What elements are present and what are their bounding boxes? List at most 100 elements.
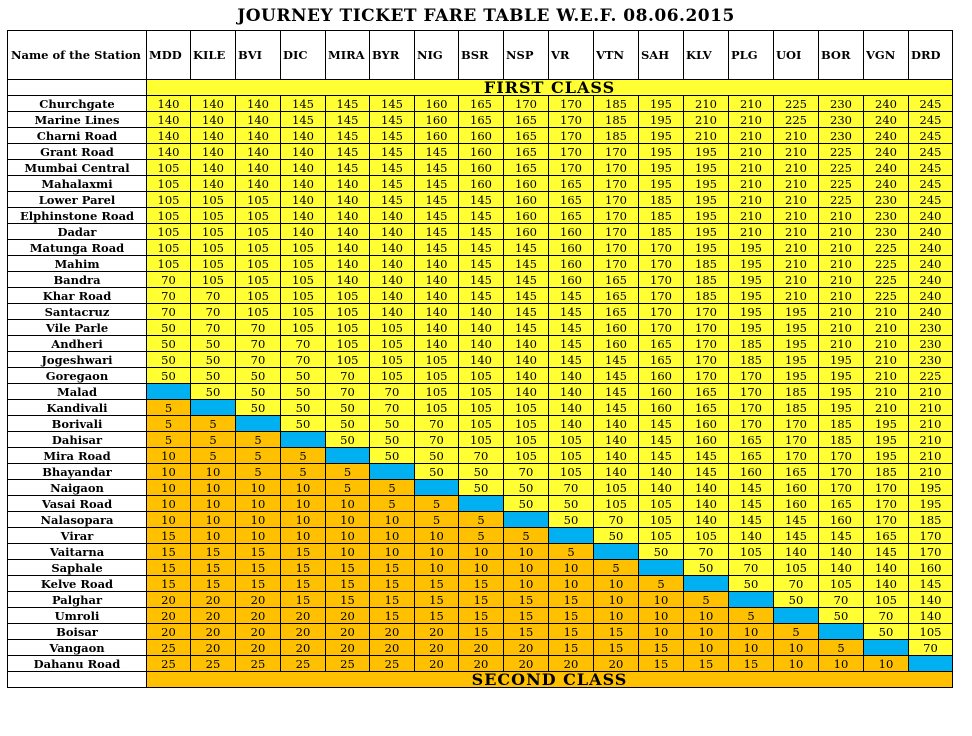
second-class-fare: 15 [414,607,459,624]
first-class-fare: 165 [548,207,594,224]
first-class-fare: 170 [503,95,549,112]
first-class-fare: 105 [503,415,549,432]
first-class-fare: 70 [683,543,729,560]
second-class-fare: 10 [146,479,191,496]
station-name: Saphale [7,559,147,576]
station-name: Mahalaxmi [7,175,147,192]
same-station-cell [683,575,729,592]
second-class-fare: 20 [503,639,549,656]
second-class-fare: 15 [146,575,191,592]
first-class-fare: 140 [908,591,953,608]
first-class-fare: 195 [863,431,909,448]
first-class-fare: 70 [146,271,191,288]
first-class-fare: 145 [503,239,549,256]
first-class-fare: 105 [458,399,504,416]
first-class-fare: 230 [818,127,864,144]
first-class-fare: 145 [728,495,774,512]
first-class-fare: 170 [818,479,864,496]
column-header: VTN [593,30,639,80]
second-class-fare: 15 [414,575,459,592]
first-class-fare: 145 [325,127,370,144]
first-class-fare: 185 [638,207,684,224]
first-class-fare: 170 [548,111,594,128]
first-class-fare: 105 [638,511,684,528]
first-class-fare: 170 [683,367,729,384]
second-class-fare: 20 [280,623,326,640]
first-class-fare: 105 [818,575,864,592]
first-class-fare: 105 [728,543,774,560]
second-class-fare: 10 [146,511,191,528]
first-class-fare: 170 [683,319,729,336]
first-class-fare: 195 [683,159,729,176]
first-class-fare: 105 [458,383,504,400]
first-class-fare: 140 [190,175,236,192]
first-class-fare: 225 [818,191,864,208]
second-class-fare: 10 [638,623,684,640]
second-class-fare: 10 [235,479,281,496]
second-class-fare: 5 [458,511,504,528]
first-class-fare: 145 [280,95,326,112]
first-class-fare: 195 [728,319,774,336]
second-class-fare: 10 [414,559,459,576]
first-class-fare: 140 [414,271,459,288]
table-row: Dadar 105 105 105 140 140 140 145 145 160 160 170 18… [7,223,953,240]
first-class-fare: 140 [818,559,864,576]
second-class-fare: 5 [190,415,236,432]
second-class-fare: 5 [190,447,236,464]
first-class-fare: 210 [728,159,774,176]
first-class-fare: 105 [235,223,281,240]
first-class-fare: 105 [235,207,281,224]
table-row: Mahim 105 105 105 105 140 140 140 145 145 160 170 17… [7,255,953,272]
first-class-fare: 210 [728,175,774,192]
first-class-fare: 140 [325,175,370,192]
first-class-fare: 165 [593,287,639,304]
first-class-fare: 170 [773,415,819,432]
first-class-fare: 160 [414,95,459,112]
second-class-fare: 10 [638,591,684,608]
first-class-fare: 165 [683,399,729,416]
first-class-fare: 225 [863,239,909,256]
first-class-fare: 210 [773,159,819,176]
first-class-fare: 140 [235,175,281,192]
first-class-fare: 50 [146,351,191,368]
first-class-fare: 105 [280,319,326,336]
first-class-fare: 195 [638,111,684,128]
first-class-fare: 50 [503,479,549,496]
first-class-fare: 145 [773,527,819,544]
first-class-fare: 140 [728,527,774,544]
column-header: UOI [773,30,819,80]
first-class-fare: 140 [503,335,549,352]
first-class-fare: 170 [638,239,684,256]
first-class-fare: 145 [863,543,909,560]
second-class-fare: 15 [503,591,549,608]
first-class-fare: 210 [818,319,864,336]
first-class-fare: 105 [235,255,281,272]
first-class-fare: 140 [773,543,819,560]
first-class-fare: 70 [325,367,370,384]
same-station-cell [818,623,864,640]
first-class-fare: 170 [638,319,684,336]
second-class-fare: 15 [369,591,415,608]
first-class-fare: 140 [190,111,236,128]
first-class-fare: 225 [773,95,819,112]
first-class-fare: 145 [369,95,415,112]
station-name: Palghar [7,591,147,608]
first-class-fare: 140 [235,127,281,144]
first-class-fare: 170 [818,447,864,464]
second-class-fare: 10 [190,495,236,512]
first-class-fare: 70 [728,559,774,576]
second-class-fare: 10 [683,607,729,624]
first-class-fare: 105 [235,191,281,208]
second-class-fare: 15 [458,591,504,608]
same-station-cell [190,399,236,416]
first-class-fare: 210 [863,335,909,352]
first-class-fare: 210 [773,191,819,208]
first-class-fare: 105 [863,591,909,608]
second-class-fare: 15 [548,623,594,640]
first-class-fare: 70 [369,383,415,400]
first-class-fare: 170 [683,335,729,352]
first-class-fare: 170 [638,255,684,272]
first-class-fare: 185 [728,351,774,368]
first-class-fare: 230 [818,111,864,128]
first-class-fare: 210 [683,111,729,128]
